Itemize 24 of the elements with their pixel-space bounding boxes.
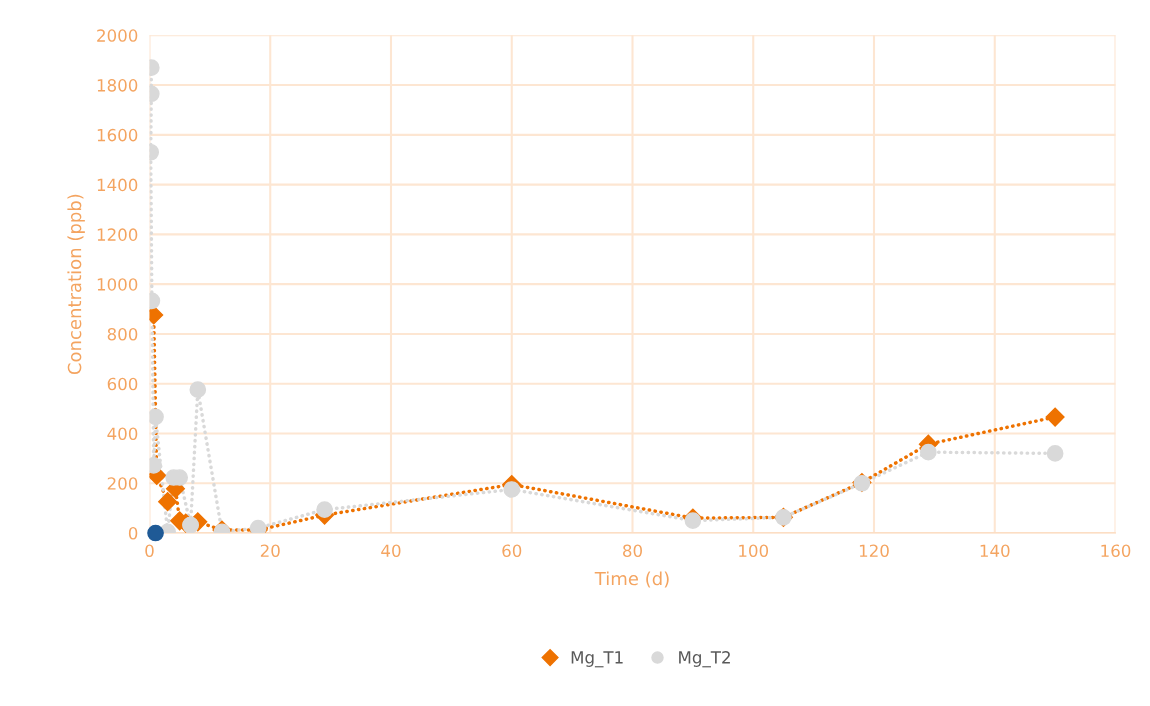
y-tick-label: 2000 [97,29,138,42]
x-tick-label: 120 [859,544,889,558]
y-tick-label: 1800 [97,79,138,92]
y-tick-label: 400 [107,427,138,441]
x-axis-title: Time (d) [594,571,669,588]
y-tick-label: 200 [107,477,138,490]
y-tick-label: 800 [107,327,138,341]
y-tick-label: 600 [107,377,138,391]
y-tick-label: 0 [128,526,138,540]
x-tick-label: 80 [623,544,642,558]
x-tick-label: 60 [502,544,522,558]
legend-label: Mg_T2 [679,651,730,668]
y-tick-label: 1600 [97,128,138,142]
y-tick-label: 1200 [97,228,138,241]
y-axis-title: Concentration (ppb) [67,194,85,375]
x-tick-label: 100 [739,544,769,558]
x-tick-label: 20 [260,544,280,558]
y-tick-label: 1400 [97,178,138,192]
x-tick-label: 160 [1101,544,1131,558]
y-tick-label: 1000 [97,278,138,291]
x-tick-label: 140 [980,544,1010,558]
x-tick-label: 0 [145,544,154,558]
legend-label: Mg_T1 [571,651,623,668]
x-tick-label: 40 [381,544,401,558]
